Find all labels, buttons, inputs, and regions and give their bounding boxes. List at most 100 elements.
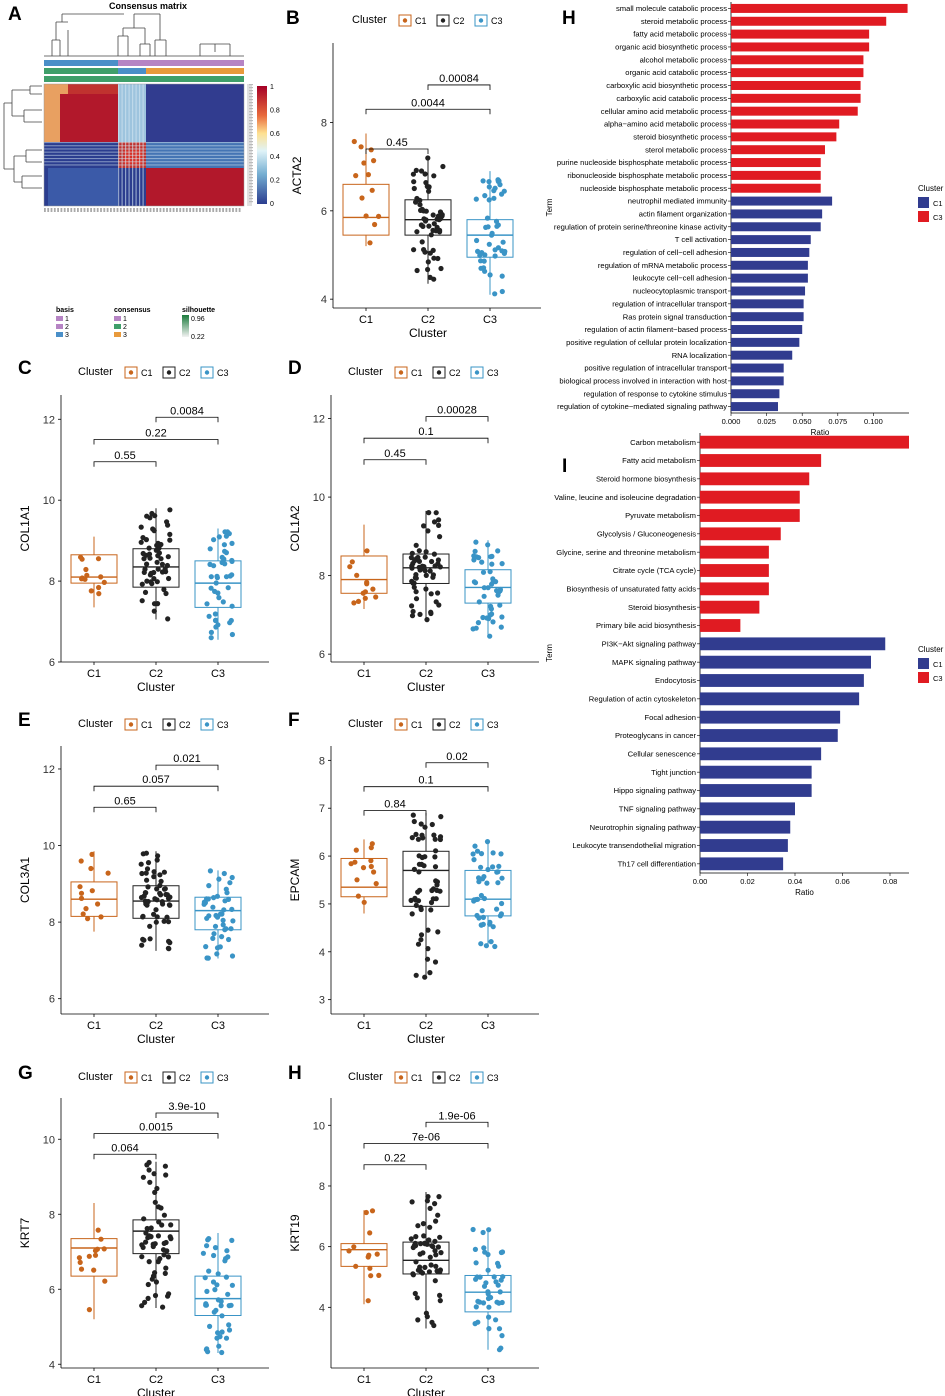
data-point [346,1248,352,1254]
data-point [425,927,431,933]
col-tick-38 [169,208,172,212]
col-tick-39 [172,208,175,212]
data-point [211,1252,217,1259]
col-tick-9 [73,208,76,212]
col-tick-42 [182,208,185,212]
data-point [440,163,446,170]
legend-title: Cluster [78,718,113,730]
data-point [480,614,486,621]
scale-tick-label: 0 [270,201,274,208]
col-tick-31 [146,208,149,212]
x-axis-title: Cluster [407,1386,445,1396]
data-point [139,581,145,587]
legend-key-dot [166,370,172,375]
col-tick-49 [205,208,208,212]
data-point [482,193,488,199]
data-point [211,895,217,901]
data-point [435,590,441,596]
data-point [430,212,436,218]
block-c3 [146,168,244,206]
data-point [226,1327,233,1333]
significance-bracket [363,459,427,465]
x-tick-label: C1 [87,668,101,680]
data-point [227,880,233,886]
col-tick-37 [166,208,168,212]
y-tick-label: 8 [319,1181,325,1193]
data-point [158,556,164,562]
data-point [437,888,443,894]
data-point [410,812,416,818]
p-value-label: 0.021 [173,753,201,765]
col-tick-57 [232,208,234,212]
data-point [152,1199,158,1205]
term-label: Regulation of actin cytoskeleton [589,694,696,703]
term-label: Steroid hormone biosynthesis [596,474,696,483]
y-tick-label: 8 [49,1209,55,1221]
legend-item-label: C1 [141,720,153,730]
data-point [80,911,86,917]
term-label: Focal adhesion [644,713,696,722]
row-tick-36 [249,192,253,194]
col-tick-29 [139,208,142,212]
data-point [368,858,374,864]
data-point [364,548,370,554]
col-tick-30 [143,208,145,212]
col-tick-15 [93,208,96,212]
data-point [204,955,210,961]
data-point [478,851,485,857]
data-point [420,1221,426,1227]
data-point [501,188,507,194]
data-point [472,843,478,849]
data-point [222,927,228,933]
x-tick-label: 0.04 [788,877,803,886]
data-point [489,232,495,238]
legend-item-label: C2 [179,1073,191,1083]
data-point [212,923,219,929]
data-point [221,907,227,913]
row-tick-34 [249,186,253,188]
col-tick-11 [80,208,83,212]
data-point [492,291,498,297]
data-point [419,206,425,212]
data-point [221,870,227,877]
data-point [363,213,369,219]
y-axis-title: COL3A1 [18,857,32,903]
data-point [144,866,151,872]
row-tick-12 [249,120,253,122]
bar [700,710,841,724]
legend-item-label: C3 [217,368,229,378]
row-tick-14 [249,126,253,128]
stripe-h-1 [44,145,244,147]
bar [731,363,784,373]
bar [731,29,870,39]
bar [700,802,795,816]
basis-legend-title: basis [56,307,74,314]
data-point [140,1174,146,1180]
term-label: ribonucleoside bisphosphate metabolic pr… [567,171,727,180]
data-point [484,615,490,621]
col-tick-52 [215,208,218,212]
data-point [414,229,420,235]
data-point [413,596,420,602]
p-value-label: 0.45 [384,448,405,460]
significance-bracket [155,416,219,423]
data-point [413,831,419,838]
legend-key-dot [436,370,442,375]
row-tick-25 [249,159,253,161]
row-tick-29 [249,171,253,173]
col-tick-18 [103,208,106,212]
silhouette-legend-title: silhouette [182,307,215,314]
y-tick-label: 10 [43,495,55,507]
data-point [419,1270,426,1276]
data-point [166,575,172,582]
y-tick-label: 7 [319,803,325,815]
data-point [499,1249,506,1255]
basis-item: 3 [65,332,69,339]
y-tick-label: 5 [319,899,325,911]
data-point [490,619,496,625]
scale-tick-label: 0.4 [270,154,280,161]
stripe-h-4 [44,154,244,156]
data-point [139,1254,145,1260]
data-point [211,1309,217,1315]
x-tick-label: 0.100 [864,417,883,426]
